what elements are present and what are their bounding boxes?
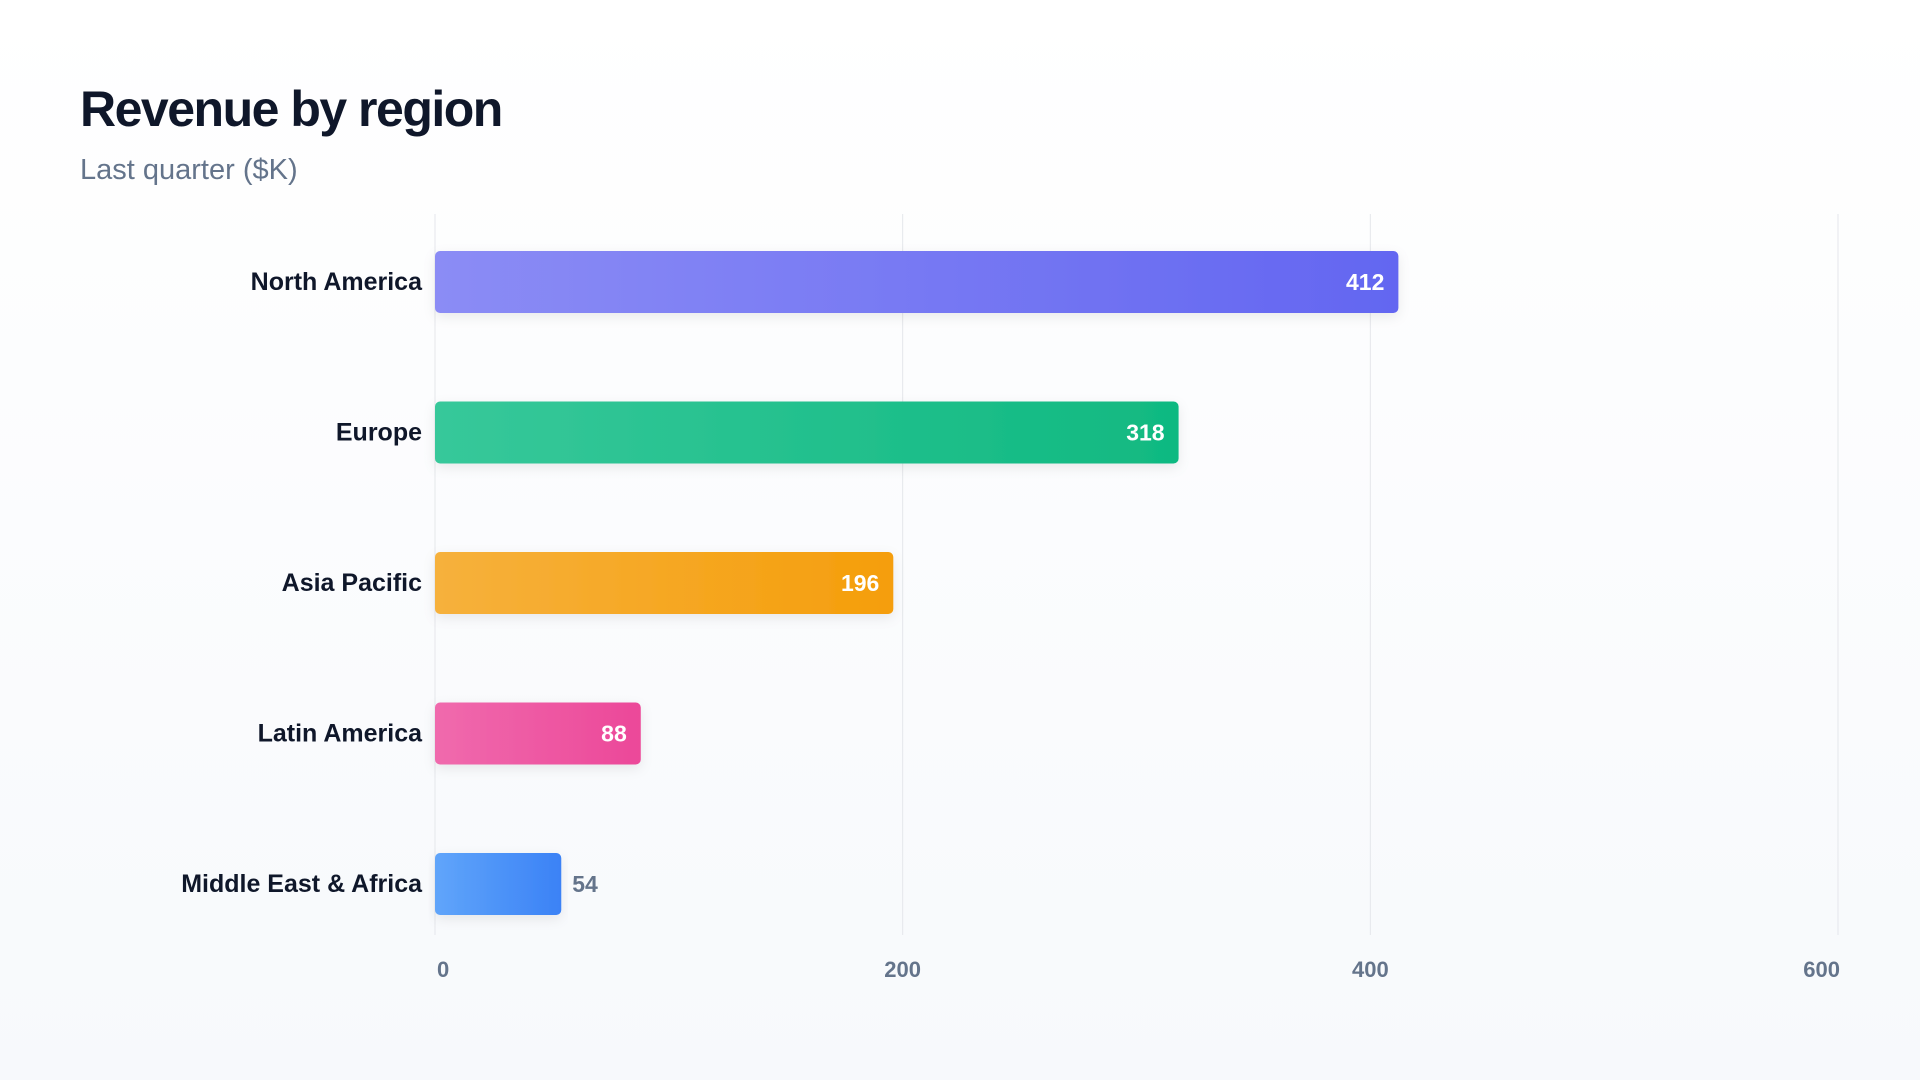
category-labels: North America Europe Asia Pacific Latin Ame… bbox=[181, 268, 423, 898]
category-label: Asia Pacific bbox=[282, 569, 422, 597]
bar-value-label: 412 bbox=[1346, 269, 1384, 295]
bar-asia-pacific bbox=[435, 552, 894, 614]
x-tick-label: 400 bbox=[1352, 957, 1389, 982]
category-label: Middle East & Africa bbox=[181, 870, 423, 898]
bar-value-label: 318 bbox=[1126, 420, 1165, 446]
bar-value-label: 54 bbox=[572, 871, 598, 897]
x-tick-label: 200 bbox=[884, 957, 921, 982]
category-label: Europe bbox=[336, 419, 422, 447]
bar-europe bbox=[435, 401, 1179, 464]
bar-north-america bbox=[435, 251, 1399, 313]
bar-middle-east-africa bbox=[435, 853, 562, 915]
category-label: North America bbox=[251, 268, 423, 296]
bar-value-label: 196 bbox=[841, 570, 879, 596]
bar-value-label: 88 bbox=[601, 721, 627, 747]
bars: 412 318 196 88 54 bbox=[435, 251, 1399, 915]
x-tick-label: 0 bbox=[437, 957, 449, 982]
category-label: Latin America bbox=[258, 720, 424, 748]
x-tick-label: 600 bbox=[1803, 957, 1840, 982]
chart-title: Revenue by region bbox=[80, 81, 503, 137]
chart-subtitle: Last quarter ($K) bbox=[80, 154, 298, 186]
bar-latin-america bbox=[435, 702, 641, 765]
x-axis-ticks: 0 200 400 600 bbox=[437, 957, 1840, 982]
